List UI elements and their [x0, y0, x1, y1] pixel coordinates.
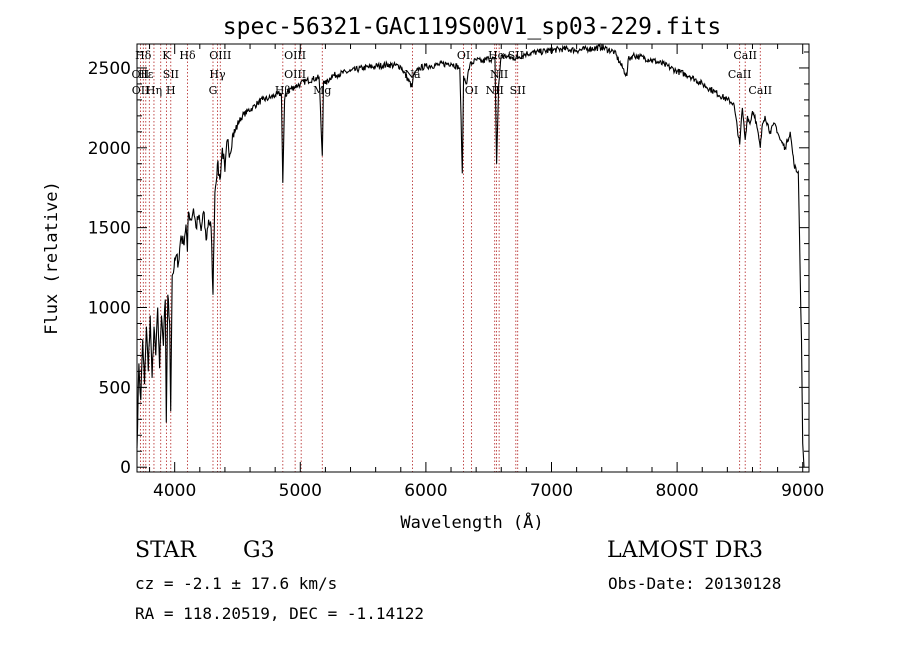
x-tick-label: 8000 — [655, 481, 698, 501]
x-tick-label: 9000 — [781, 481, 824, 501]
x-axis: 4000 5000 6000 7000 8000 9000 — [149, 44, 824, 501]
line-label: Hγ — [209, 68, 226, 81]
spectrum-line — [136, 42, 805, 468]
line-label: OII — [132, 68, 150, 81]
obs-date: Obs-Date: 20130128 — [608, 574, 782, 593]
y-axis: 0 500 1000 1500 2000 2500 — [88, 51, 809, 478]
x-tick-label: 7000 — [530, 481, 573, 501]
x-axis-label: Wavelength (Å) — [400, 511, 543, 533]
object-class: STAR — [135, 538, 196, 563]
line-label: Hη — [146, 84, 162, 97]
plot-frame — [136, 43, 810, 473]
y-tick-label: 1500 — [88, 219, 131, 239]
line-label: G — [209, 84, 218, 97]
line-label: OI — [465, 84, 478, 97]
line-label: SII — [510, 84, 526, 97]
line-label: Hδ — [135, 49, 152, 62]
line-label: CaII — [733, 49, 757, 62]
line-label: OII — [132, 84, 150, 97]
line-label: Hδ — [179, 49, 196, 62]
y-tick-label: 2000 — [88, 139, 131, 159]
line-label: CaII — [728, 68, 752, 81]
chart-title: spec-56321-GAC119S00V1_sp03-229.fits — [223, 14, 722, 40]
line-label: Na — [404, 68, 421, 81]
line-label: Hε — [138, 68, 154, 81]
line-label: Mg — [313, 84, 331, 97]
line-markers — [139, 44, 761, 472]
line-label: CaII — [748, 84, 772, 97]
redshift-text: cz = -2.1 ± 17.6 km/s — [135, 574, 338, 593]
line-label: H — [166, 84, 176, 97]
y-tick-label: 500 — [99, 378, 131, 398]
spectral-subclass: G3 — [243, 538, 275, 563]
line-label: K — [162, 49, 171, 62]
y-tick-label: 1000 — [88, 299, 131, 319]
survey-name: LAMOST DR3 — [607, 538, 763, 563]
y-tick-label: 0 — [120, 458, 131, 478]
y-tick-label: 2500 — [88, 59, 131, 79]
line-label: OI — [457, 49, 470, 62]
line-label: NII — [486, 84, 504, 97]
y-axis-label: Flux (relative) — [42, 181, 62, 335]
line-label: OIII — [209, 49, 231, 62]
line-label: OIII — [284, 49, 306, 62]
line-label: OIII — [284, 68, 306, 81]
line-label: SII — [163, 68, 179, 81]
coordinates: RA = 118.20519, DEC = -1.14122 — [135, 604, 424, 623]
x-tick-label: 6000 — [404, 481, 447, 501]
x-tick-label: 4000 — [153, 481, 196, 501]
x-tick-label: 5000 — [279, 481, 322, 501]
